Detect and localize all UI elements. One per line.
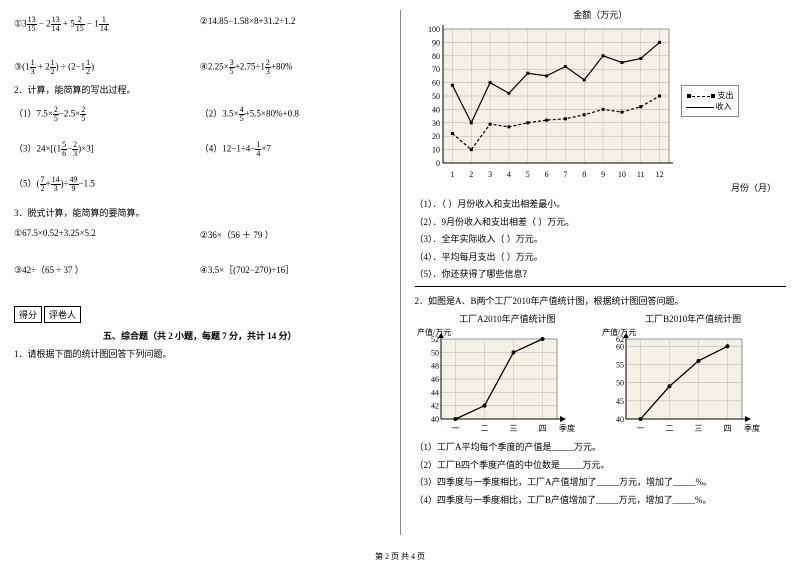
svg-text:40: 40 [616, 415, 624, 424]
expr-p1: （1）7.5×25−2.5×25 [14, 106, 200, 123]
chart-a-wrap: 工厂A2010年产值统计图 40424446485052产值/万元季度一二三四 [415, 312, 601, 437]
subq-b: （2）工厂B四个季度产值的中位数是_____万元。 [415, 459, 787, 473]
svg-text:二: 二 [666, 424, 674, 433]
page-footer: 第 2 页 共 4 页 [0, 551, 800, 562]
svg-text:80: 80 [432, 52, 440, 61]
chart-b-wrap: 工厂B2010年产值统计图 404550556062产值/万元季度一二三四 [600, 312, 786, 437]
svg-text:三: 三 [509, 424, 517, 433]
svg-text:0: 0 [436, 159, 440, 168]
svg-text:产值/万元: 产值/万元 [602, 327, 636, 337]
expr-s2: ②36×（56 ＋ 79 ） [200, 228, 386, 241]
q2-intro: 2．如图是A、B两个工厂2010年产值统计图，根据统计图回答问题。 [415, 295, 787, 309]
section-5-title: 五、综合题（共 2 小题，每题 7 分，共计 14 分） [14, 329, 386, 342]
section-2-title: 2．计算，能简算的写出过程。 [14, 84, 386, 98]
svg-text:44: 44 [431, 388, 439, 397]
svg-text:二: 二 [480, 424, 488, 433]
svg-text:10: 10 [617, 170, 625, 179]
section-3-title: 3．脱式计算，能简算的要简算。 [14, 207, 386, 221]
svg-text:9: 9 [601, 170, 605, 179]
svg-text:季度: 季度 [559, 423, 575, 433]
grader-cell: 评卷人 [44, 306, 81, 323]
subq-c: （3）四季度与一季度相比，工厂A产值增加了_____万元，增加了_____%。 [415, 476, 787, 490]
expr-p4: （4）12−1÷4−14×7 [200, 141, 386, 158]
svg-text:40: 40 [432, 105, 440, 114]
svg-text:46: 46 [431, 375, 439, 384]
expr-4: ④2.25×35+2.75÷123+80% [200, 59, 386, 76]
q-c: （3）．全年实际收入（ ）万元。 [415, 233, 787, 247]
svg-text:50: 50 [432, 92, 440, 101]
svg-text:四: 四 [538, 424, 546, 433]
q5-1: 1．请根据下面的统计图回答下列问题。 [14, 348, 386, 362]
expr-s4: ④3.5×［(702−270)÷16］ [200, 263, 386, 276]
expr-p2: （2）3.5×45+5.5×80%+0.8 [200, 106, 386, 123]
expr-p3: （3）24×[(156−23)×3] [14, 141, 200, 158]
svg-text:三: 三 [695, 424, 703, 433]
expr-3: ③(113 + 212) ÷ (2−112) [14, 59, 200, 76]
q-b: （2）．9月份收入和支出相差（ ）万元。 [415, 216, 787, 230]
expr-s3: ③42÷（65 ÷ 37 ） [14, 263, 200, 276]
chart1-legend: 支出 收入 [681, 85, 739, 117]
expr-p5: （5）(72+143)÷499−1.5 [14, 176, 200, 193]
svg-text:70: 70 [432, 65, 440, 74]
chart-a: 40424446485052产值/万元季度一二三四 [415, 325, 585, 435]
q-a: （1）．（ ）月份收入和支出相差最小。 [415, 198, 787, 212]
svg-text:产值/万元: 产值/万元 [417, 327, 451, 337]
svg-text:40: 40 [431, 415, 439, 424]
svg-text:100: 100 [428, 25, 440, 34]
svg-text:90: 90 [432, 38, 440, 47]
subq-a: （1）工厂A平均每个季度的产值是_____万元。 [415, 441, 787, 455]
svg-text:50: 50 [431, 348, 439, 357]
expr-1a: ①31315 − 21314 + 5215 − 1114 [14, 16, 200, 33]
svg-text:30: 30 [432, 119, 440, 128]
answer-line [415, 286, 787, 287]
chart-a-title: 工厂A2010年产值统计图 [415, 312, 601, 325]
q-e: （5）．你还获得了哪些信息？ [415, 268, 787, 282]
expr-1b: ②14.85−1.58×8+31.2÷1.2 [200, 16, 386, 33]
svg-text:50: 50 [616, 379, 624, 388]
page: ①31315 − 21314 + 5215 − 1114 ②14.85−1.58… [0, 0, 800, 545]
svg-text:8: 8 [582, 170, 586, 179]
chart-b: 404550556062产值/万元季度一二三四 [600, 325, 770, 435]
left-column: ①31315 − 21314 + 5215 − 1114 ②14.85−1.58… [0, 0, 400, 545]
chart1-title: 金额（万元） [415, 8, 787, 21]
expr-s1: ①67.5×0.52+3.25×5.2 [14, 228, 200, 241]
svg-text:60: 60 [432, 79, 440, 88]
svg-text:12: 12 [655, 170, 663, 179]
svg-text:3: 3 [488, 170, 492, 179]
line-chart-main: 0102030405060708090100123456789101112 [415, 21, 675, 181]
score-cell: 得分 [14, 306, 42, 323]
svg-text:55: 55 [616, 360, 624, 369]
chart1-xlabel: 月份（月） [415, 181, 787, 194]
svg-text:4: 4 [506, 170, 510, 179]
svg-text:一: 一 [637, 424, 645, 433]
score-table: 得分评卷人 [14, 306, 386, 323]
svg-text:10: 10 [432, 146, 440, 155]
subq-d: （4）四季度与一季度相比，工厂B产值增加了_____万元，增加了_____%。 [415, 494, 787, 508]
svg-text:48: 48 [431, 362, 439, 371]
svg-text:7: 7 [563, 170, 567, 179]
svg-text:42: 42 [431, 402, 439, 411]
svg-text:一: 一 [451, 424, 459, 433]
right-column: 金额（万元） 010203040506070809010012345678910… [401, 0, 800, 545]
svg-text:四: 四 [724, 424, 732, 433]
svg-text:6: 6 [544, 170, 548, 179]
chart-b-title: 工厂B2010年产值统计图 [600, 312, 786, 325]
svg-text:45: 45 [616, 397, 624, 406]
svg-text:20: 20 [432, 132, 440, 141]
svg-text:1: 1 [450, 170, 454, 179]
svg-text:11: 11 [636, 170, 644, 179]
q-d: （4）．平均每月支出（ ）万元。 [415, 251, 787, 265]
svg-text:5: 5 [525, 170, 529, 179]
svg-text:2: 2 [469, 170, 473, 179]
svg-text:季度: 季度 [744, 423, 760, 433]
